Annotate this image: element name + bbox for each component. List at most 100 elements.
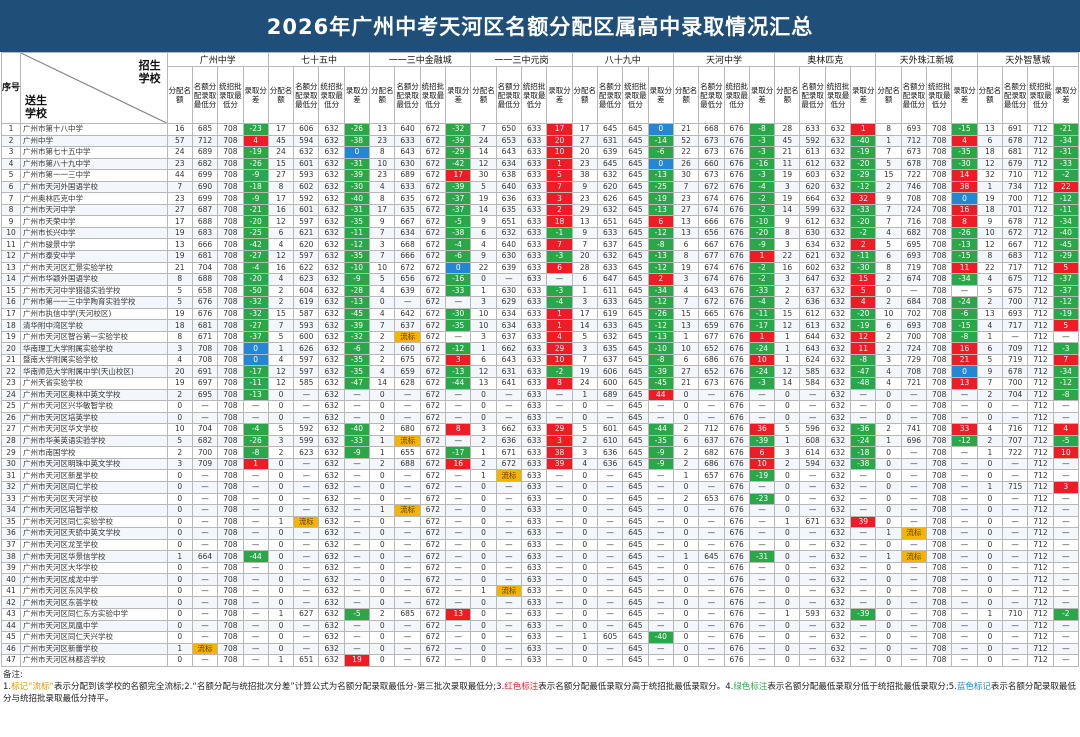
data-cell: 流标 <box>394 330 421 344</box>
data-cell: -32 <box>242 307 269 321</box>
row-number: 20 <box>1 342 21 355</box>
data-cell: — <box>647 515 674 529</box>
data-cell: 708 <box>926 400 953 413</box>
data-cell: 708 <box>217 596 244 609</box>
data-cell: 7 <box>546 180 573 194</box>
data-cell: 2 <box>850 238 877 251</box>
data-cell: 708 <box>926 480 953 494</box>
data-cell: 1 <box>369 434 396 448</box>
data-cell: — <box>647 654 674 667</box>
data-cell: 601 <box>293 203 320 217</box>
data-cell: 689 <box>394 169 421 182</box>
data-cell: 8 <box>267 180 295 194</box>
data-cell: — <box>495 411 523 425</box>
data-cell: 683 <box>1002 250 1029 263</box>
data-cell: 4 <box>369 284 396 298</box>
data-cell: 16 <box>951 342 978 355</box>
data-cell: 19 <box>166 377 193 390</box>
data-cell: -47 <box>850 365 877 379</box>
data-cell: 708 <box>191 353 219 367</box>
data-cell: -26 <box>343 123 371 136</box>
data-cell: — <box>343 573 371 586</box>
data-cell: 0 <box>166 469 193 482</box>
data-cell: 633 <box>596 319 624 332</box>
data-cell: — <box>951 284 978 298</box>
data-cell: -40 <box>343 192 371 205</box>
data-cell: 676 <box>723 596 750 609</box>
data-cell: -19 <box>647 192 674 205</box>
data-cell: — <box>748 411 776 425</box>
data-cell: 流标 <box>900 550 928 563</box>
data-cell: 675 <box>1002 284 1029 298</box>
data-cell: — <box>1052 538 1080 552</box>
data-cell: 676 <box>723 215 750 228</box>
table-row: 47 广州市天河区林都咨学校 0—708—1 651 632 19 0—672—0—633—… <box>1 654 1080 667</box>
data-cell: 659 <box>394 365 421 379</box>
data-cell: 650 <box>495 123 523 136</box>
data-cell: — <box>799 480 826 494</box>
data-cell: 13 <box>976 123 1004 136</box>
data-cell: — <box>799 561 826 575</box>
data-cell: 1 <box>672 469 700 482</box>
data-cell: 712 <box>1027 457 1054 471</box>
data-cell: 9 <box>774 215 801 228</box>
data-cell: — <box>242 619 269 633</box>
data-cell: 0 <box>672 388 700 402</box>
data-cell: 602 <box>293 180 320 194</box>
data-cell: — <box>1002 504 1029 517</box>
data-cell: 676 <box>723 631 750 644</box>
data-cell: — <box>900 457 928 471</box>
subcolumn-header: 录取分差 <box>647 66 674 124</box>
data-cell: 712 <box>1027 573 1054 586</box>
data-cell: -39 <box>748 434 776 448</box>
data-cell: 712 <box>1027 342 1054 355</box>
data-cell: 12 <box>267 250 295 263</box>
data-cell: 672 <box>419 238 447 251</box>
data-cell: 647 <box>596 273 624 286</box>
data-cell: -20 <box>850 157 877 171</box>
data-cell: -2 <box>748 261 776 275</box>
data-cell: 645 <box>622 250 649 263</box>
data-cell: -31 <box>1052 146 1080 159</box>
school-name: 广州市天河区成龙中学 <box>19 573 168 586</box>
data-cell: — <box>951 584 978 598</box>
data-cell: -2 <box>1052 169 1080 182</box>
subcolumn-header: 录取分差 <box>1052 66 1080 124</box>
table-row: 3 广州市第七十五中学 24 689 708 -19 24 632 632 0 8 643 672 -29… <box>1 146 1080 159</box>
data-cell: — <box>748 607 776 621</box>
row-number: 3 <box>1 146 21 159</box>
data-cell: 0 <box>672 527 700 540</box>
data-cell: — <box>546 400 573 413</box>
data-cell: 672 <box>419 169 447 182</box>
data-cell: 21 <box>672 377 700 390</box>
data-cell: 0 <box>470 654 497 667</box>
data-cell: 633 <box>520 446 548 459</box>
row-number: 42 <box>1 596 21 609</box>
data-cell: — <box>698 400 725 413</box>
data-cell: -33 <box>445 284 472 298</box>
data-cell: 0 <box>166 654 193 667</box>
data-cell: -35 <box>343 215 371 228</box>
data-cell: 632 <box>824 342 852 355</box>
data-cell: — <box>951 631 978 644</box>
data-cell: 0 <box>267 469 295 482</box>
subcolumn-header: 名额分配录取最低分 <box>900 66 928 124</box>
data-cell: 632 <box>824 642 852 656</box>
data-cell: — <box>900 596 928 609</box>
data-cell: 645 <box>622 480 649 494</box>
data-cell: -13 <box>647 250 674 263</box>
data-cell: 6 <box>470 226 497 240</box>
row-number: 6 <box>1 180 21 194</box>
data-cell: 632 <box>824 631 852 644</box>
data-cell: 712 <box>1027 134 1054 148</box>
data-cell: 632 <box>318 446 345 459</box>
data-cell: 17 <box>166 215 193 228</box>
table-row: 8 广州市天河中学 27 687 708 -21 16 601 632 -31 17 635 672 -3… <box>1 203 1080 217</box>
data-cell: — <box>546 411 573 425</box>
row-number: 14 <box>1 273 21 286</box>
school-name: 广州市天河区华文学校 <box>19 423 168 436</box>
data-cell: -11 <box>850 250 877 263</box>
data-cell: — <box>191 607 219 621</box>
data-cell: 712 <box>1027 400 1054 413</box>
data-cell: 15 <box>267 307 295 321</box>
